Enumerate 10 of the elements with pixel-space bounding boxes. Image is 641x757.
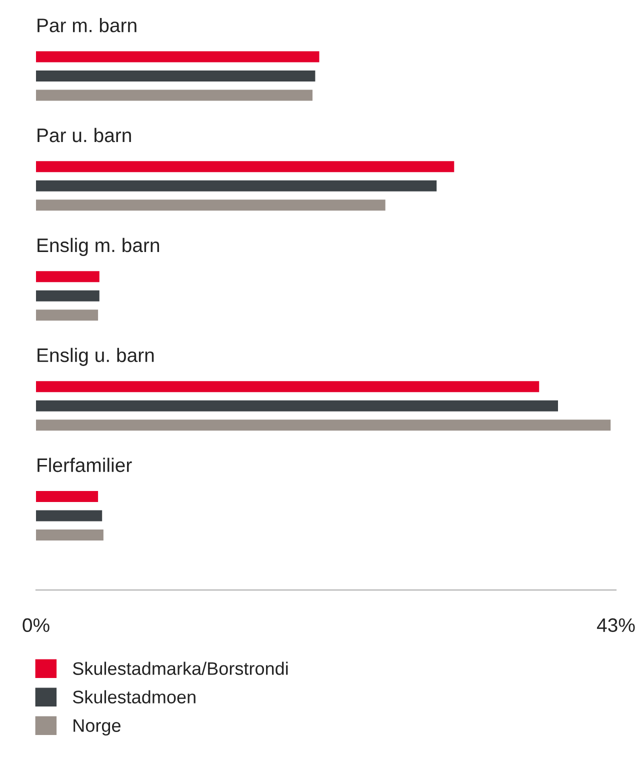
y-tick-label: Par u. barn — [38, 128, 131, 142]
y-tick-label: Flerfamilier — [38, 458, 132, 472]
legend-label: Skulestadmarka/Borstrondi — [72, 662, 288, 675]
legend-label: Norge — [74, 719, 120, 736]
legend-label: Skulestadmoen — [72, 690, 196, 704]
x-tick-label: 43% — [596, 618, 635, 632]
y-tick-label: Enslig u. barn — [38, 348, 154, 366]
y-tick-label: Enslig m. barn — [38, 238, 160, 256]
x-tick-label: 0% — [22, 618, 50, 632]
y-tick-label: Par m. barn — [38, 18, 136, 32]
